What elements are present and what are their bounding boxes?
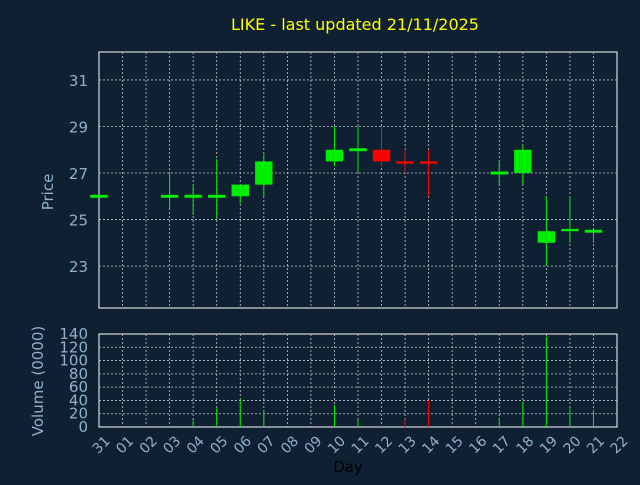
candle-body — [160, 194, 179, 198]
volume-tick-label: 100 — [59, 352, 88, 370]
x-tick-label: 04 — [184, 433, 208, 457]
candle-body — [90, 194, 108, 198]
x-tick-label: 19 — [537, 433, 561, 457]
x-tick-label: 15 — [443, 433, 467, 457]
candle-body — [372, 149, 391, 162]
x-tick-label: 18 — [514, 433, 538, 457]
x-tick-label: 06 — [231, 433, 255, 457]
price-tick-label: 27 — [69, 165, 88, 183]
candle-body — [231, 184, 249, 197]
x-tick-label: 20 — [561, 433, 585, 457]
x-tick-label: 08 — [278, 433, 302, 457]
candle-body — [514, 149, 532, 174]
volume-tick-label: 60 — [69, 378, 88, 396]
volume-tick-label: 140 — [59, 325, 88, 343]
volume-tick-label: 20 — [69, 405, 88, 423]
x-tick-label: 09 — [302, 433, 326, 457]
candle-body — [490, 171, 508, 175]
candle-body — [184, 194, 202, 198]
x-tick-label: 01 — [113, 433, 137, 457]
x-tick-label: 22 — [608, 433, 632, 457]
price-tick-label: 23 — [69, 258, 88, 276]
x-tick-label: 07 — [255, 433, 279, 457]
x-tick-label: 13 — [396, 433, 420, 457]
candle-body — [419, 161, 438, 164]
volume-tick-label: 0 — [78, 418, 88, 436]
candle-body — [584, 229, 603, 233]
x-tick-label: 21 — [584, 433, 608, 457]
chart-title: LIKE - last updated 21/11/2025 — [231, 15, 479, 34]
x-tick-label: 17 — [490, 433, 514, 457]
x-tick-label: 02 — [137, 433, 161, 457]
candle-body — [537, 231, 556, 243]
volume-tick-label: 40 — [69, 391, 88, 409]
candle-body — [396, 161, 414, 164]
x-tick-label: 16 — [466, 433, 490, 457]
x-tick-label: 11 — [349, 433, 373, 457]
candle-body — [325, 149, 344, 162]
candle-body — [561, 228, 579, 232]
x-tick-label: 03 — [160, 433, 184, 457]
candle-body — [208, 194, 226, 198]
price-axis-label: Price — [39, 174, 57, 211]
x-tick-label: 14 — [419, 433, 443, 457]
volume-tick-label: 80 — [69, 365, 88, 383]
x-tick-label: 05 — [207, 433, 231, 457]
x-axis-label: Day — [333, 458, 363, 476]
x-axis: 31 01 02 03 04 05 06 07 08 09 10 11 12 13 14 15 16 17 18 19… — [90, 433, 632, 457]
x-tick-label: 31 — [90, 433, 114, 457]
price-panel: 23 25 27 29 31 — [69, 51, 618, 309]
candle-body — [349, 148, 367, 152]
volume-tick-label: 120 — [59, 338, 88, 356]
candle-body — [255, 161, 273, 185]
x-tick-label: 12 — [372, 433, 396, 457]
price-tick-label: 31 — [69, 72, 88, 90]
price-tick-label: 29 — [69, 118, 88, 136]
x-tick-label: 10 — [325, 433, 349, 457]
volume-axis-label: Volume (0000) — [29, 326, 47, 436]
price-tick-label: 25 — [69, 212, 88, 230]
